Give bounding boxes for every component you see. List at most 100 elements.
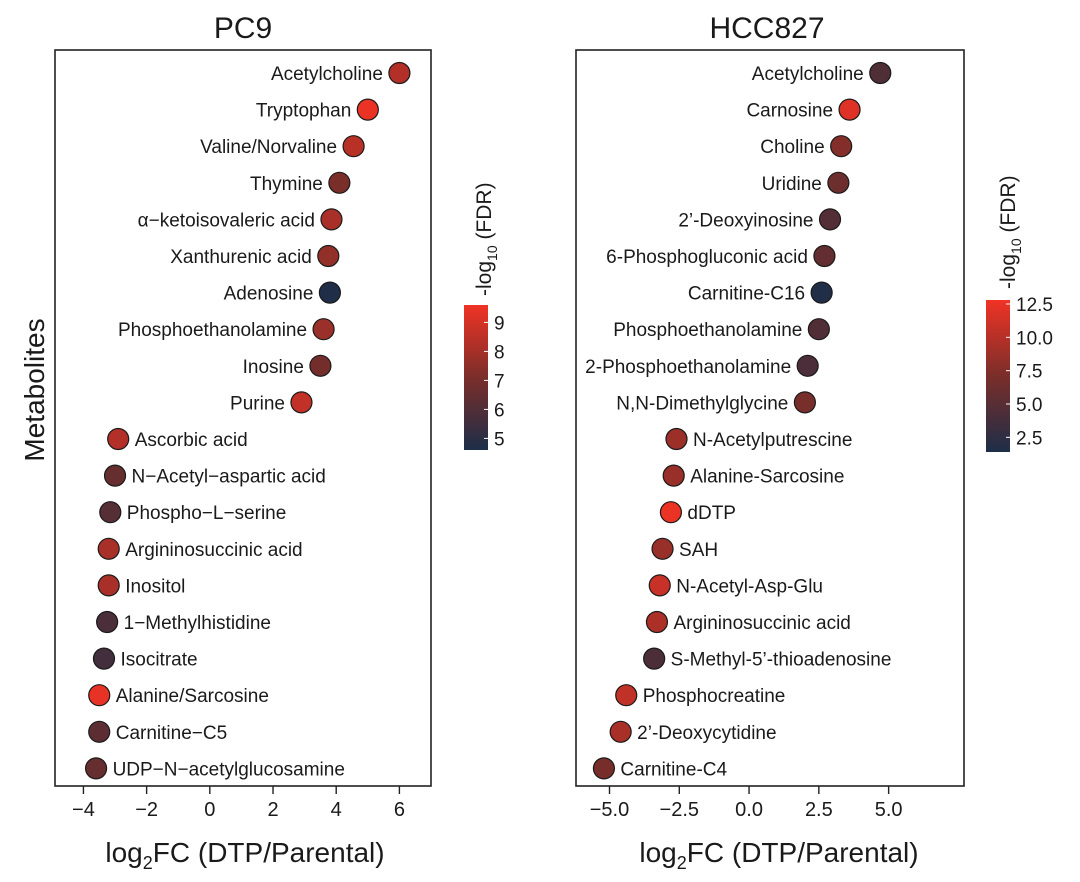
x-tick-label: −5.0: [590, 799, 629, 821]
data-point: [99, 501, 122, 524]
data-point: [651, 537, 674, 560]
data-point: [796, 354, 819, 377]
point-label: Valine/Norvaline: [200, 137, 337, 158]
data-point: [388, 61, 411, 85]
data-point: [290, 391, 313, 414]
point-label: Choline: [760, 137, 824, 158]
point-label: 6-Phosphogluconic acid: [606, 247, 808, 268]
point-label: N-Acetylputrescine: [693, 430, 852, 451]
x-tick-label: 0.0: [735, 799, 763, 821]
points-layer: Acetylcholine Carnosine Choline Uridine 2’-D…: [585, 61, 892, 780]
legend-title-rest: (FDR): [473, 182, 496, 245]
legend-tick-label: 12.5: [1016, 295, 1053, 316]
panel-title: HCC827: [709, 12, 824, 45]
point-label: Alanine-Sarcosine: [690, 467, 844, 488]
legend-tick-label: 7.5: [1016, 362, 1042, 383]
point-label: Inosine: [243, 357, 304, 378]
panel-title: PC9: [214, 12, 272, 45]
x-axis: −4 −2 0 2 4 6: [72, 786, 405, 821]
legend-tick-label: 7: [494, 371, 505, 392]
points-layer: Acetylcholine Tryptophan Valine/Norvaline T…: [84, 61, 411, 780]
colorbar: [986, 300, 1010, 452]
legend-tick-label: 6: [494, 400, 505, 421]
point-label: Carnitine-C4: [620, 759, 727, 780]
color-legend: 5 6 7 8 9 -log10 (FDR): [464, 182, 505, 450]
point-label: N,N-Dimethylglycine: [616, 393, 788, 414]
data-point: [615, 684, 638, 707]
point-label: Purine: [230, 393, 285, 414]
point-label: Acetylcholine: [752, 64, 864, 85]
point-label: N-Acetyl-Asp-Glu: [676, 576, 823, 597]
legend-tick-label: 5: [494, 429, 505, 450]
point-label: SAH: [679, 540, 718, 561]
x-axis-title: log2FC (DTP/Parental): [639, 837, 918, 873]
data-point: [84, 757, 108, 780]
data-point: [659, 501, 683, 524]
data-point: [312, 318, 335, 341]
x-tick-label: −2: [135, 799, 158, 821]
x-axis-title-log: log: [639, 837, 676, 868]
point-label: N−Acetyl−aspartic acid: [132, 467, 326, 488]
data-point: [97, 574, 120, 597]
colorbar: [464, 305, 488, 450]
point-label: dDTP: [687, 503, 736, 524]
data-point: [665, 427, 688, 451]
point-label: 2-Phosphoethanolamine: [585, 357, 791, 378]
data-point: [592, 757, 616, 780]
data-point: [92, 647, 116, 670]
data-point: [813, 244, 836, 268]
x-axis-title: log2FC (DTP/Parental): [105, 837, 384, 873]
color-legend: 2.5 5.0 7.5 10.0 12.5 -log10 (FDR): [986, 175, 1053, 452]
data-point: [96, 610, 119, 634]
point-label: Thymine: [250, 174, 323, 195]
x-axis-title-rest: FC (DTP/Parental): [153, 837, 385, 868]
plot-frame: [54, 49, 432, 787]
legend-title-subscript: 10: [1008, 238, 1024, 254]
data-point: [793, 391, 816, 414]
point-label: Inositol: [125, 576, 185, 597]
x-tick-label: 4: [331, 799, 342, 821]
x-tick-label: −4: [72, 799, 95, 821]
legend-tick-label: 8: [494, 342, 505, 363]
point-label: Isocitrate: [120, 650, 197, 671]
point-label: S-Methyl-5’-thioadenosine: [671, 650, 892, 671]
legend-title-rest: (FDR): [997, 175, 1020, 238]
data-point: [88, 720, 111, 743]
point-label: Tryptophan: [256, 101, 351, 122]
data-point: [648, 574, 671, 597]
legend-tick-label: 2.5: [1016, 428, 1042, 449]
x-tick-label: 5.0: [875, 799, 903, 821]
x-axis-title-subscript: 2: [143, 853, 153, 873]
point-label: Ascorbic acid: [135, 430, 248, 451]
panel-pc9: PC9 −4 −2 0 2 4 6 log2FC (DTP/Parental) …: [54, 12, 505, 873]
point-label: 1−Methylhistidine: [124, 613, 271, 634]
point-label: 2’-Deoxycytidine: [637, 723, 776, 744]
point-label: Phosphoethanolamine: [613, 320, 802, 341]
x-tick-label: 2: [267, 799, 278, 821]
x-axis-title-subscript: 2: [677, 853, 687, 873]
legend-title-log: -log: [997, 254, 1020, 289]
data-point: [830, 135, 853, 158]
data-point: [356, 98, 379, 121]
x-axis: −5.0 −2.5 0.0 2.5 5.0: [590, 786, 903, 821]
y-axis-title: Metabolites: [19, 318, 50, 461]
data-point: [97, 537, 120, 560]
legend-title-log: -log: [473, 261, 496, 296]
legend-tick-label: 5.0: [1016, 395, 1042, 416]
x-tick-label: −2.5: [660, 799, 699, 821]
data-point: [320, 208, 343, 231]
data-point: [107, 427, 130, 451]
data-point: [88, 684, 111, 707]
point-label: Carnitine-C16: [688, 284, 805, 305]
legend-title: -log10 (FDR): [997, 175, 1024, 289]
data-point: [309, 354, 332, 377]
x-tick-label: 2.5: [805, 799, 833, 821]
point-label: UDP−N−acetylglucosamine: [113, 759, 345, 780]
panel-hcc827: HCC827 −5.0 −2.5 0.0 2.5 5.0 log2FC (DTP…: [575, 12, 1053, 873]
data-point: [643, 647, 666, 670]
data-point: [818, 208, 842, 231]
legend-title: -log10 (FDR): [473, 182, 500, 296]
data-point: [645, 610, 669, 634]
data-point: [662, 464, 685, 487]
